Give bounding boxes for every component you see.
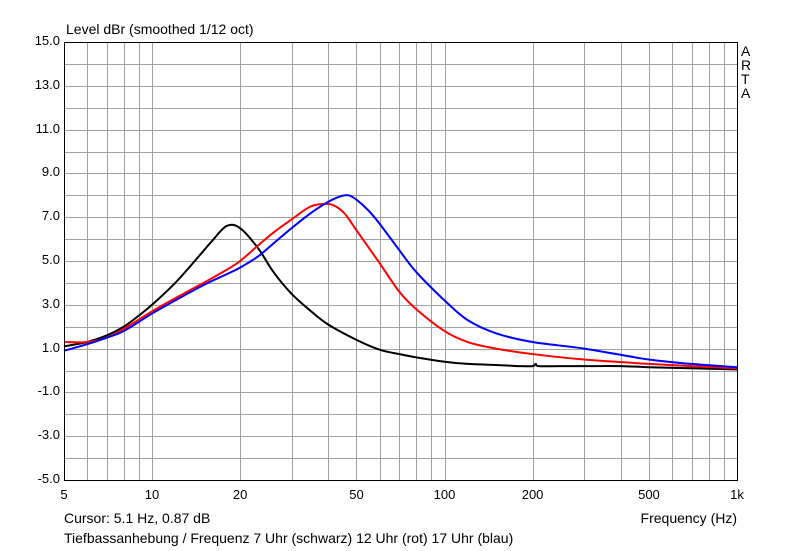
x-axis-label: Frequency (Hz): [640, 510, 737, 526]
x-tick-label: 50: [349, 487, 364, 502]
x-tick-label: 20: [232, 487, 248, 502]
y-tick-label: 1.0: [41, 339, 60, 355]
grid-lines: [64, 42, 738, 481]
y-tick-label: 9.0: [41, 164, 60, 180]
y-tick-label: -3.0: [37, 427, 60, 443]
x-tick-label: 500: [638, 487, 660, 502]
arta-letter: T: [741, 71, 750, 87]
y-tick-label: 7.0: [41, 208, 60, 224]
chart-caption: Tiefbassanhebung / Frequenz 7 Uhr (schwa…: [64, 530, 514, 546]
chart-title: Level dBr (smoothed 1/12 oct): [66, 21, 254, 37]
y-tick-label: -5.0: [37, 471, 60, 486]
x-tick-label: 10: [144, 487, 160, 502]
y-tick-label: 11.0: [35, 120, 60, 136]
series-line-0: [63, 223, 738, 371]
arta-letter: A: [741, 43, 751, 59]
y-tick-label: 15.0: [34, 33, 60, 48]
series-line-1: [63, 202, 738, 370]
series-line-2: [63, 194, 738, 369]
y-tick-label: 3.0: [41, 295, 60, 311]
arta-letter: A: [741, 85, 751, 101]
plot-frame: [64, 42, 738, 481]
cursor-readout: Cursor: 5.1 Hz, 0.87 dB: [64, 510, 211, 526]
y-tick-label: 13.0: [34, 76, 60, 92]
x-tick-label: 5: [60, 487, 68, 502]
y-tick-label: 5.0: [41, 252, 60, 267]
arta-letter: R: [741, 57, 752, 73]
x-tick-label: 100: [433, 487, 456, 502]
x-tick-label: 200: [521, 487, 544, 502]
series-lines: [63, 194, 738, 371]
y-tick-label: -1.0: [37, 383, 60, 399]
x-tick-label: 1k: [730, 487, 744, 502]
